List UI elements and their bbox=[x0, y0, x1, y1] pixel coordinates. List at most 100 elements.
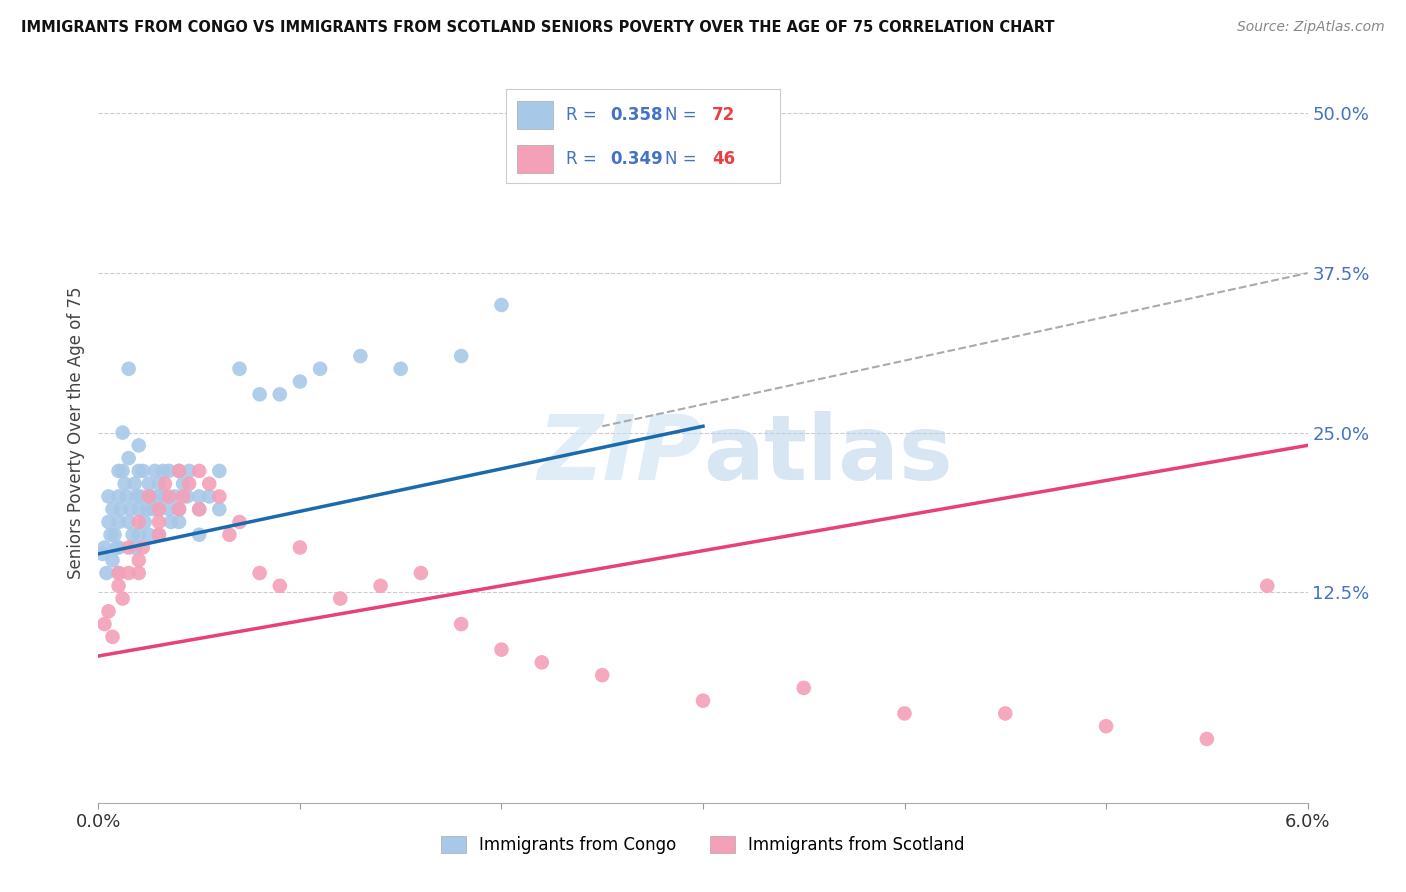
Text: 46: 46 bbox=[711, 151, 735, 169]
Point bbox=[138, 527, 160, 541]
Point bbox=[105, 541, 128, 555]
Point bbox=[228, 515, 250, 529]
Text: atlas: atlas bbox=[703, 411, 953, 499]
Point bbox=[179, 476, 201, 491]
Point bbox=[118, 515, 141, 529]
Text: ZIP: ZIP bbox=[537, 411, 703, 499]
Point bbox=[128, 527, 150, 541]
Point bbox=[128, 553, 150, 567]
Point bbox=[198, 476, 221, 491]
Point bbox=[167, 502, 190, 516]
Point bbox=[128, 566, 150, 580]
Point bbox=[188, 527, 211, 541]
Text: 0.349: 0.349 bbox=[610, 151, 664, 169]
Point bbox=[128, 515, 150, 529]
Point bbox=[370, 579, 392, 593]
Point bbox=[97, 490, 120, 504]
Point bbox=[103, 527, 125, 541]
Text: 0.358: 0.358 bbox=[610, 106, 662, 124]
Point bbox=[91, 547, 114, 561]
Legend: Immigrants from Congo, Immigrants from Scotland: Immigrants from Congo, Immigrants from S… bbox=[434, 830, 972, 861]
Point bbox=[530, 656, 553, 670]
Bar bbox=[517, 102, 553, 129]
Point bbox=[148, 527, 170, 541]
Point bbox=[1195, 731, 1218, 746]
Point bbox=[132, 464, 155, 478]
Point bbox=[111, 591, 134, 606]
Point bbox=[124, 541, 146, 555]
Point bbox=[167, 515, 190, 529]
Point bbox=[450, 349, 472, 363]
Point bbox=[288, 375, 311, 389]
Point bbox=[152, 464, 174, 478]
Point bbox=[101, 553, 124, 567]
Point bbox=[228, 361, 250, 376]
Point bbox=[121, 527, 143, 541]
Point bbox=[118, 361, 141, 376]
Point bbox=[115, 490, 138, 504]
Point bbox=[110, 502, 132, 516]
Point bbox=[100, 527, 122, 541]
Point bbox=[409, 566, 432, 580]
Point bbox=[107, 566, 129, 580]
Point bbox=[208, 490, 231, 504]
Point bbox=[994, 706, 1017, 721]
Point bbox=[491, 298, 513, 312]
Point bbox=[651, 120, 673, 134]
Point bbox=[107, 566, 129, 580]
Point bbox=[591, 668, 613, 682]
Point bbox=[218, 527, 240, 541]
Point bbox=[101, 630, 124, 644]
Text: R =: R = bbox=[567, 106, 603, 124]
Point bbox=[143, 464, 166, 478]
Point bbox=[188, 502, 211, 516]
Point bbox=[172, 476, 194, 491]
Point bbox=[97, 515, 120, 529]
Point bbox=[107, 490, 129, 504]
Point bbox=[96, 566, 118, 580]
Point bbox=[101, 502, 124, 516]
Point bbox=[124, 476, 146, 491]
Text: IMMIGRANTS FROM CONGO VS IMMIGRANTS FROM SCOTLAND SENIORS POVERTY OVER THE AGE O: IMMIGRANTS FROM CONGO VS IMMIGRANTS FROM… bbox=[21, 20, 1054, 35]
Point bbox=[309, 361, 332, 376]
Point bbox=[120, 502, 142, 516]
Point bbox=[208, 464, 231, 478]
Bar bbox=[517, 145, 553, 173]
Point bbox=[107, 464, 129, 478]
Point bbox=[138, 476, 160, 491]
Text: R =: R = bbox=[567, 151, 603, 169]
Point bbox=[111, 464, 134, 478]
Point bbox=[349, 349, 371, 363]
Point bbox=[148, 502, 170, 516]
Point bbox=[160, 515, 183, 529]
Point bbox=[329, 591, 352, 606]
Point bbox=[118, 541, 141, 555]
Point bbox=[148, 476, 170, 491]
Point bbox=[163, 490, 186, 504]
Point bbox=[118, 451, 141, 466]
Point bbox=[167, 464, 190, 478]
Point bbox=[114, 476, 136, 491]
Point bbox=[269, 579, 291, 593]
Point bbox=[128, 464, 150, 478]
Point bbox=[491, 642, 513, 657]
Point bbox=[793, 681, 815, 695]
Point bbox=[893, 706, 915, 721]
Text: Source: ZipAtlas.com: Source: ZipAtlas.com bbox=[1237, 20, 1385, 34]
Point bbox=[134, 515, 156, 529]
Point bbox=[176, 490, 198, 504]
Point bbox=[132, 541, 155, 555]
Point bbox=[153, 490, 176, 504]
Point bbox=[148, 527, 170, 541]
Point bbox=[167, 502, 190, 516]
Point bbox=[188, 490, 211, 504]
Point bbox=[179, 464, 201, 478]
Point bbox=[1256, 579, 1278, 593]
Point bbox=[389, 361, 412, 376]
Point bbox=[172, 490, 194, 504]
Point bbox=[139, 490, 162, 504]
Point bbox=[118, 566, 141, 580]
Point bbox=[125, 490, 148, 504]
Point bbox=[198, 490, 221, 504]
Y-axis label: Seniors Poverty Over the Age of 75: Seniors Poverty Over the Age of 75 bbox=[66, 286, 84, 579]
